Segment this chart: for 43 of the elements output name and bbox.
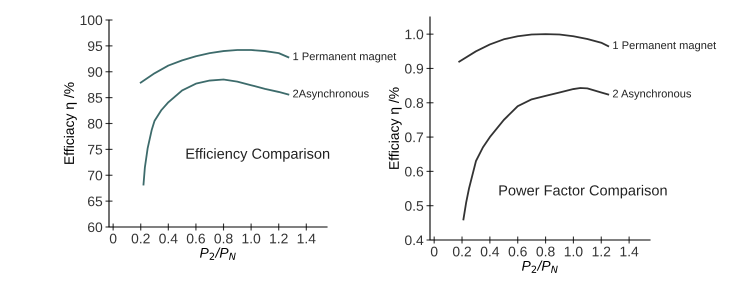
x-tick-label: 0.2 <box>132 234 150 244</box>
x-tick-label: 0.8 <box>214 234 233 244</box>
y-axis-title: Efficiacy η /% <box>64 82 77 164</box>
x-tick-label: 0 <box>110 234 116 244</box>
x-tick-label: 0.6 <box>186 234 205 244</box>
y-tick-label: 70 <box>88 170 102 180</box>
y-tick-label: 100 <box>80 15 102 26</box>
x-tick-label: 0.2 <box>452 246 471 256</box>
x-tick-label: 1.2 <box>592 246 610 256</box>
y-tick-label: 80 <box>88 118 102 129</box>
y-tick-label: 0.9 <box>404 64 424 74</box>
y-tick-label: 0.7 <box>404 132 424 142</box>
series-label: 2Asynchronous <box>293 89 369 100</box>
x-tick-label: 0.4 <box>159 234 178 244</box>
y-tick-label: 60 <box>88 222 102 232</box>
y-tick-label: 0.5 <box>404 201 424 211</box>
x-tick-label: 1.4 <box>620 246 638 256</box>
x-tick-label: 1.0 <box>564 246 583 256</box>
line-series <box>140 49 290 84</box>
y-tick-label: 85 <box>88 92 102 103</box>
text: Power Factor Comparison <box>499 184 667 198</box>
line-series <box>458 33 610 63</box>
text: Efficiency Comparison <box>186 148 330 162</box>
y-tick-label: 65 <box>88 196 102 206</box>
x-tick-label: 0.6 <box>508 246 527 256</box>
y-tick-label: 1.0 <box>406 29 424 40</box>
x-tick-label: 0.8 <box>536 246 555 256</box>
series-label: 2 Asynchronous <box>612 89 692 100</box>
y-tick-label: 0.8 <box>404 98 424 108</box>
x-axis-title: P$_{2}$/P$_{N}$ <box>200 248 236 260</box>
y-tick-label: 0.6 <box>404 166 424 177</box>
y-tick-label: 90 <box>88 67 102 77</box>
series-label: 1 Permanent magnet <box>613 41 716 52</box>
y-tick-label: 95 <box>88 41 102 52</box>
x-tick-label: 0.4 <box>480 246 500 256</box>
x-tick-label: 0 <box>430 246 438 256</box>
x-tick-label: 1.0 <box>242 234 260 244</box>
x-tick-label: 1.4 <box>298 234 316 244</box>
x-axis-title: P$_{2}$/P$_{N}$ <box>522 260 558 273</box>
y-axis-title: Efficiacy η /% <box>388 87 402 169</box>
x-tick-label: 1.2 <box>270 234 288 244</box>
y-tick-label: 75 <box>88 144 102 155</box>
series-label: 1 Permanent magnet <box>293 52 396 62</box>
